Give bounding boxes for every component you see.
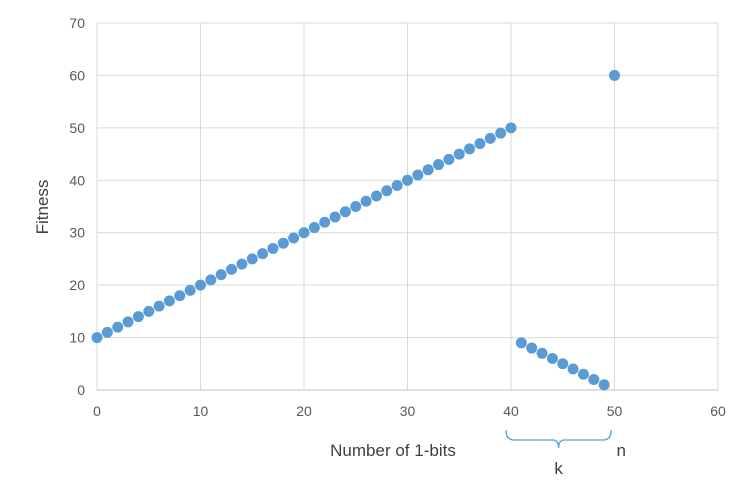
data-point	[567, 363, 579, 375]
data-point	[350, 201, 362, 212]
y-tick-label: 70	[69, 15, 85, 31]
data-point	[588, 374, 600, 386]
annotations: kn	[505, 429, 626, 478]
y-tick-label: 10	[69, 330, 85, 346]
y-tick-label: 30	[69, 225, 85, 241]
data-point	[515, 337, 527, 349]
data-point	[112, 321, 124, 333]
data-point	[609, 69, 620, 81]
x-axis-ticks: 0 10 20 30 40 50 60	[93, 403, 726, 419]
data-point	[153, 300, 165, 312]
data-point	[101, 326, 113, 338]
data-point	[370, 190, 382, 202]
data-point	[598, 379, 610, 391]
data-point	[412, 169, 424, 181]
data-point	[226, 263, 238, 275]
data-point	[174, 290, 186, 302]
x-tick-label: 10	[193, 403, 209, 419]
data-point	[495, 127, 507, 139]
y-tick-label: 0	[77, 382, 85, 398]
data-point	[577, 368, 589, 380]
data-point	[267, 242, 279, 254]
data-point	[339, 206, 351, 218]
data-point	[184, 284, 196, 296]
data-point	[526, 342, 538, 354]
data-point	[536, 347, 548, 359]
data-point	[329, 211, 341, 223]
data-point	[557, 358, 569, 370]
data-point	[402, 174, 413, 186]
data-point	[236, 258, 248, 270]
data-point	[257, 248, 269, 260]
grid-lines	[96, 22, 719, 391]
data-point	[443, 153, 455, 165]
data-point	[319, 216, 331, 228]
y-tick-label: 50	[69, 120, 85, 136]
data-point	[484, 132, 496, 144]
y-tick-label: 60	[69, 67, 85, 83]
data-point	[215, 269, 227, 281]
k-label: k	[554, 459, 563, 478]
x-axis-title: Number of 1-bits	[330, 441, 456, 460]
x-tick-label: 30	[400, 403, 416, 419]
data-point	[298, 227, 310, 239]
y-axis-title: Fitness	[33, 180, 52, 235]
x-tick-label: 40	[503, 403, 519, 419]
data-point	[546, 353, 558, 365]
data-point	[132, 311, 144, 323]
data-point	[288, 232, 300, 244]
y-axis-ticks: 0 10 20 30 40 50 60 70	[69, 15, 85, 398]
data-point	[422, 164, 434, 176]
k-bracket	[505, 429, 612, 449]
data-point	[277, 237, 289, 249]
data-point	[433, 159, 445, 171]
data-point	[360, 195, 372, 207]
n-label: n	[617, 441, 626, 460]
data-point	[205, 274, 217, 286]
data-point	[474, 138, 486, 150]
data-point	[464, 143, 476, 155]
data-points	[91, 69, 620, 391]
data-point	[91, 332, 103, 344]
data-point	[163, 295, 175, 307]
y-tick-label: 20	[69, 277, 85, 293]
data-point	[246, 253, 258, 265]
x-tick-label: 60	[710, 403, 726, 419]
data-point	[391, 180, 403, 192]
x-tick-label: 20	[296, 403, 312, 419]
data-point	[505, 122, 517, 134]
data-point	[453, 148, 465, 160]
data-point	[143, 305, 155, 317]
data-point	[308, 221, 320, 233]
data-point	[381, 185, 393, 197]
x-tick-label: 50	[607, 403, 623, 419]
y-tick-label: 40	[69, 172, 85, 188]
data-point	[122, 316, 134, 328]
data-point	[195, 279, 206, 291]
x-tick-label: 0	[93, 403, 101, 419]
